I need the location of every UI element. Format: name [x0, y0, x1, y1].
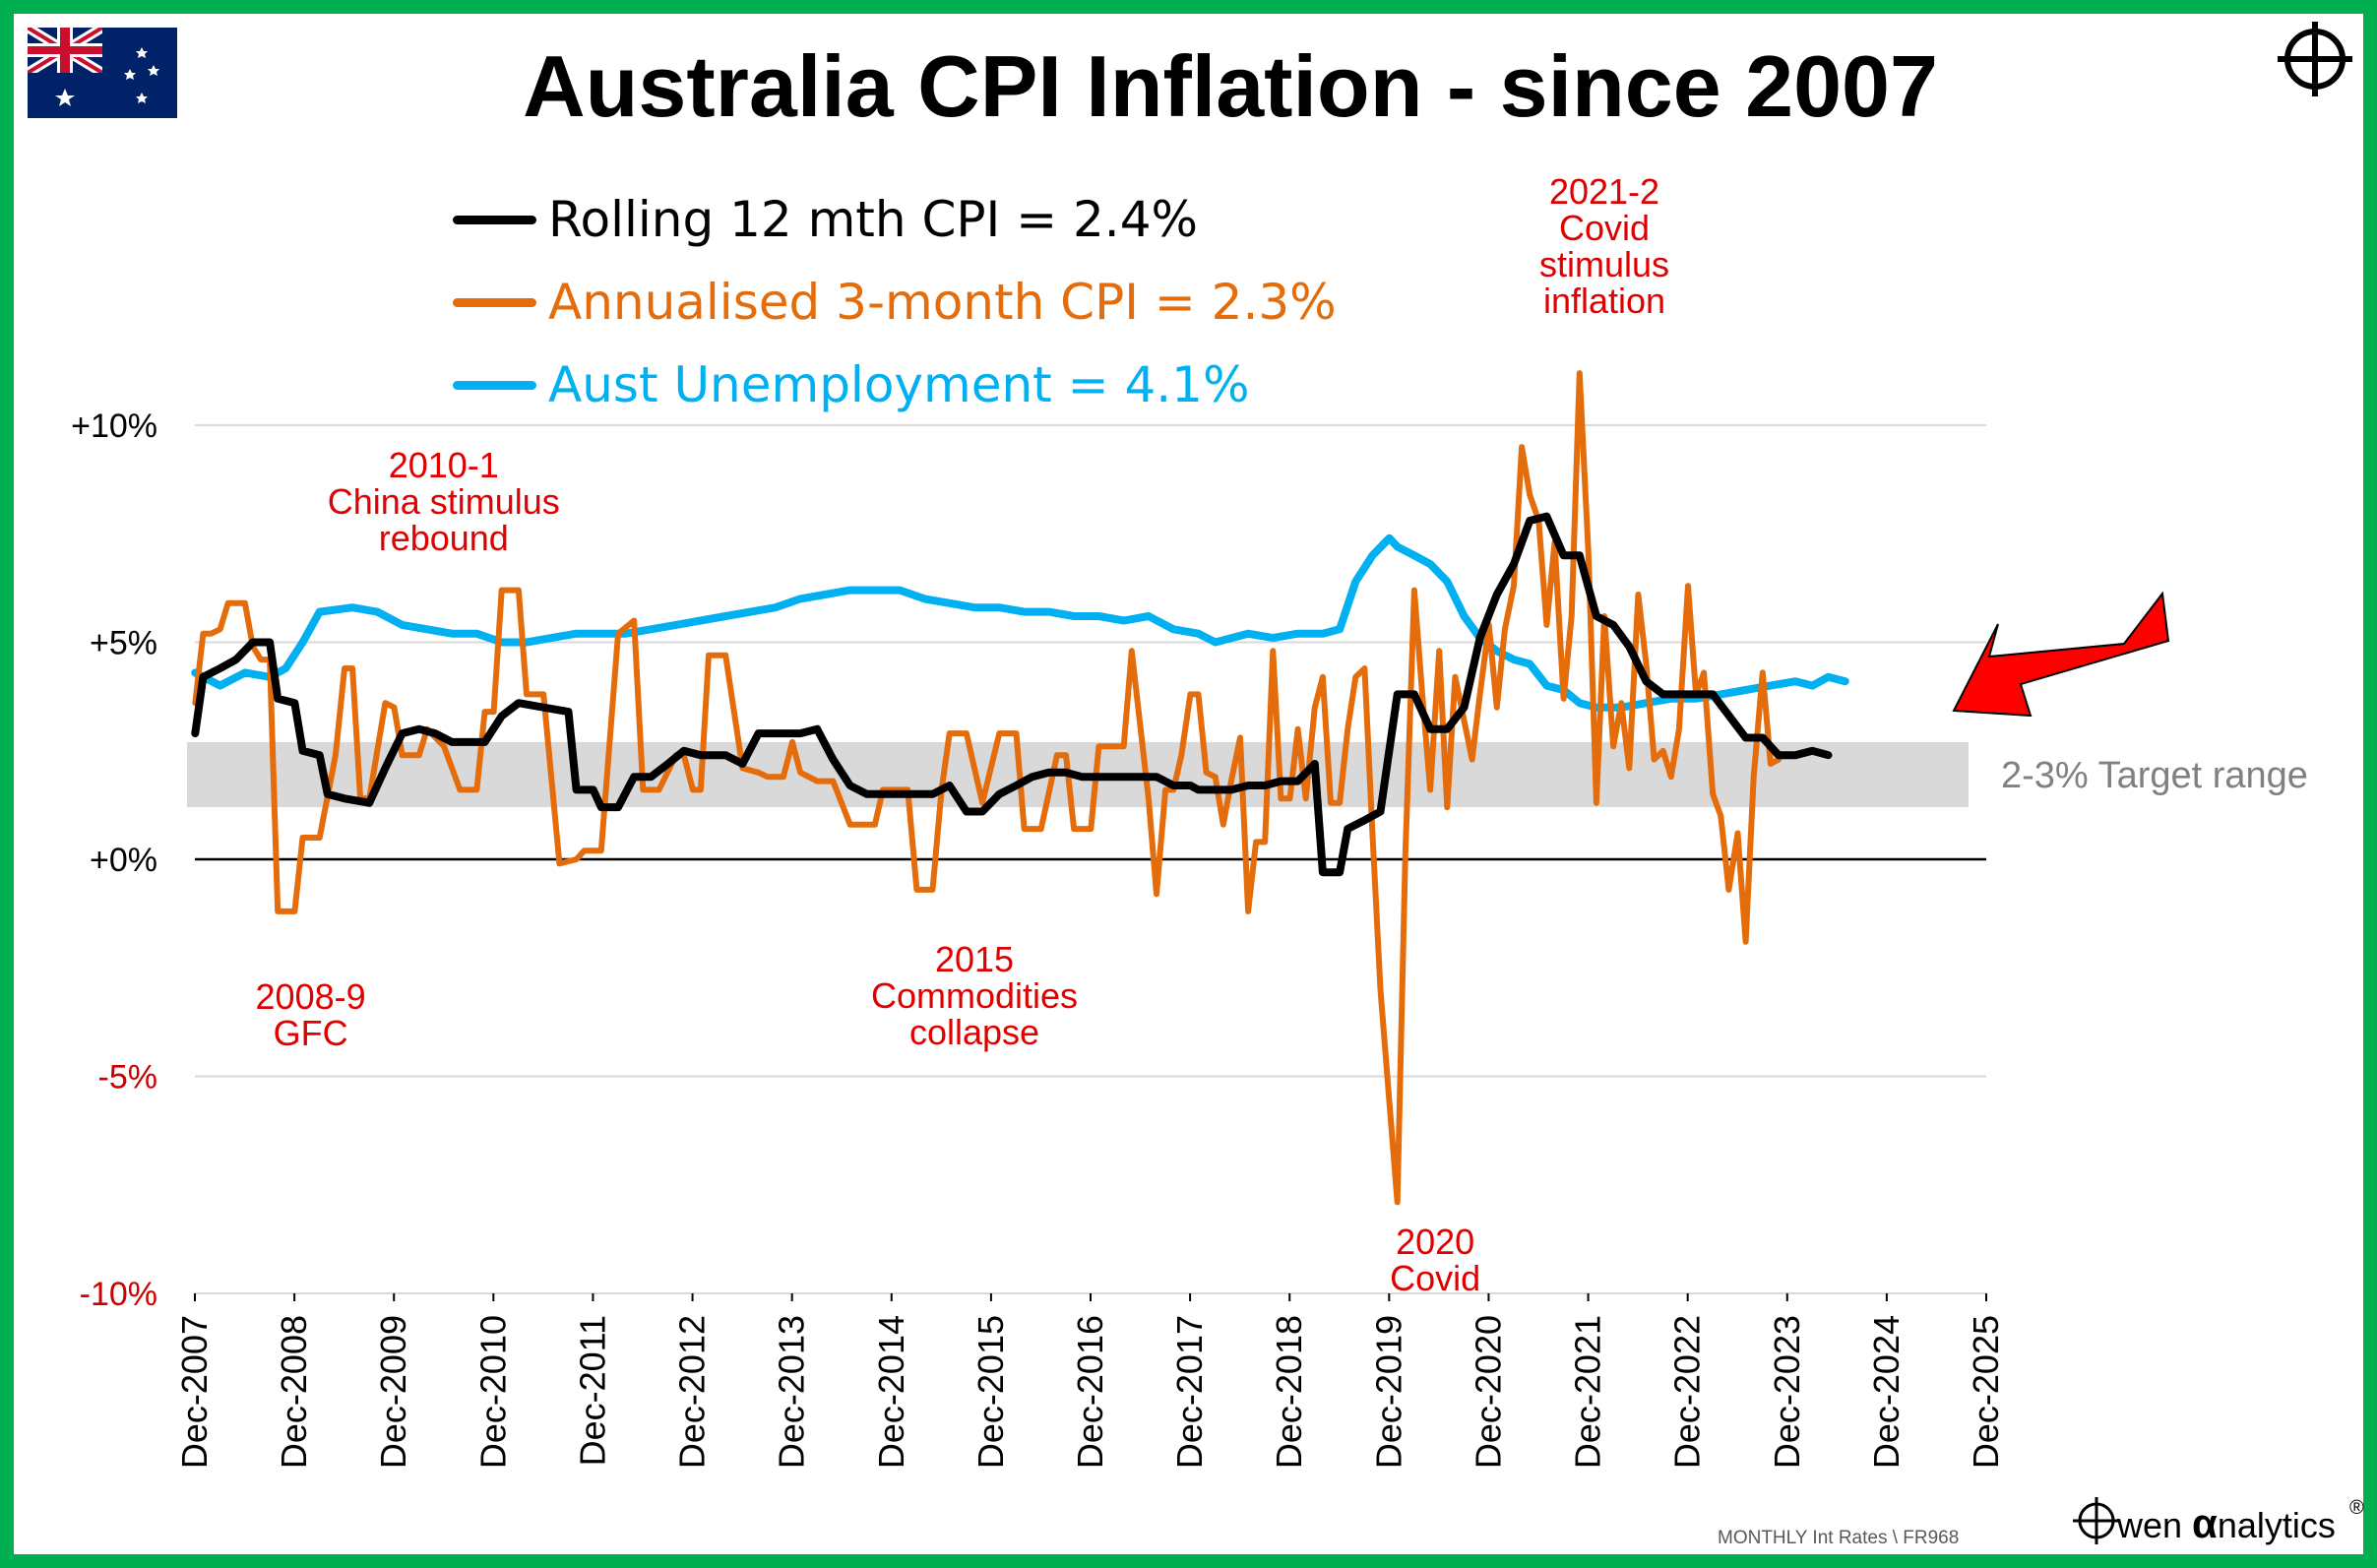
legend-item-unemployment: Aust Unemployment = 4.1% — [453, 350, 1249, 419]
legend-item-rolling-12m-cpi: Rolling 12 mth CPI = 2.4% — [453, 185, 1198, 254]
x-tick-label: Dec-2014 — [871, 1315, 911, 1469]
target-range-label: 2-3% Target range — [2001, 755, 2308, 796]
series-lines — [191, 370, 1849, 1206]
x-tick-label: Dec-2013 — [772, 1315, 812, 1469]
legend-label: Annualised 3-month CPI = 2.3% — [548, 274, 1337, 331]
x-tick-label: Dec-2020 — [1468, 1315, 1508, 1469]
legend-swatch-blue — [453, 380, 536, 390]
x-tick-label: Dec-2007 — [174, 1315, 215, 1469]
y-tick-label: +0% — [90, 842, 157, 879]
annotation-line: Covid — [1390, 1258, 1481, 1299]
svg-text:wen αnalytics: wen αnalytics — [2116, 1500, 2336, 1546]
y-tick-label: +10% — [71, 408, 157, 445]
annotation-line: inflation — [1542, 280, 1666, 321]
annotation-line: 2020 — [1396, 1222, 1475, 1263]
annotation-line: 2010-1 — [388, 444, 499, 485]
owen-logo-icon — [2073, 1497, 2120, 1544]
annotation-line: 2021-2 — [1548, 170, 1660, 212]
x-tick-label: Dec-2017 — [1169, 1315, 1210, 1469]
x-tick-label: Dec-2021 — [1568, 1315, 1608, 1469]
annotation-line: 2008-9 — [255, 975, 366, 1017]
legend-swatch-black — [453, 215, 536, 224]
x-tick-label: Dec-2016 — [1070, 1315, 1110, 1469]
annotation: 2020 Covid — [1390, 1223, 1480, 1296]
x-tick-label: Dec-2018 — [1269, 1315, 1309, 1469]
legend-label: Aust Unemployment = 4.1% — [548, 356, 1250, 413]
x-tick-label: Dec-2012 — [672, 1315, 713, 1469]
annotation-line: China stimulus — [327, 480, 560, 522]
annotation-line: GFC — [273, 1012, 348, 1053]
x-tick-label: Dec-2009 — [373, 1315, 413, 1469]
brand-registered: ® — [2349, 1497, 2364, 1519]
y-tick-labels: +10% +5% +0% -5% -10% — [71, 408, 157, 1313]
chart-title: Australia CPI Inflation - since 2007 — [523, 37, 1938, 135]
australia-flag-icon — [28, 28, 177, 118]
y-tick-label: -10% — [80, 1276, 157, 1313]
annotation: 2015 Commodities collapse — [871, 941, 1078, 1050]
annotation-line: Commodities — [870, 975, 1079, 1017]
annotation: 2010-1 China stimulus rebound — [328, 447, 560, 556]
x-tick-label: Dec-2008 — [274, 1315, 314, 1469]
x-tick-label: Dec-2019 — [1368, 1315, 1408, 1469]
annotation: 2021-2 Covid stimulus inflation — [1539, 173, 1669, 319]
x-tick-label: Dec-2023 — [1767, 1315, 1807, 1469]
legend-swatch-orange — [453, 297, 536, 307]
x-tick-label: Dec-2022 — [1667, 1315, 1708, 1469]
annualised-3m-cpi-line — [192, 370, 1782, 1206]
x-tick-label: Dec-2010 — [472, 1315, 513, 1469]
rolling-12m-cpi-line — [191, 512, 1833, 877]
annotation-line: rebound — [378, 517, 509, 558]
y-tick-label: -5% — [98, 1059, 157, 1097]
y-tick-label: +5% — [90, 625, 157, 662]
annotation-line: stimulus — [1539, 243, 1670, 284]
unemployment-line — [191, 533, 1849, 712]
brand-wordmark: wen — [2116, 1505, 2192, 1545]
crosshair-logo-icon — [2278, 22, 2352, 96]
x-tick-label: Dec-2025 — [1966, 1315, 2006, 1469]
annotation-line: collapse — [908, 1012, 1040, 1053]
brand-suffix: nalytics — [2218, 1505, 2336, 1545]
legend-label: Rolling 12 mth CPI = 2.4% — [548, 191, 1199, 248]
brand-alpha: α — [2192, 1500, 2218, 1546]
x-tick-label: Dec-2024 — [1866, 1315, 1907, 1469]
x-tick-label: Dec-2011 — [572, 1315, 612, 1466]
owen-analytics-logo: wen αnalytics ® — [2073, 1497, 2364, 1546]
x-tick-labels: Dec-2007 Dec-2008 Dec-2009 Dec-2010 Dec-2011… — [174, 1293, 2006, 1469]
legend-item-annualised-3m-cpi: Annualised 3-month CPI = 2.3% — [453, 268, 1337, 337]
annotation-line: Covid — [1559, 207, 1651, 248]
footer-note: MONTHLY Int Rates \ FR968 — [1718, 1528, 1959, 1548]
x-tick-label: Dec-2015 — [970, 1315, 1011, 1469]
red-arrow-icon — [1952, 591, 2170, 718]
annotation: 2008-9 GFC — [256, 978, 366, 1051]
annotation-line: 2015 — [934, 939, 1015, 980]
